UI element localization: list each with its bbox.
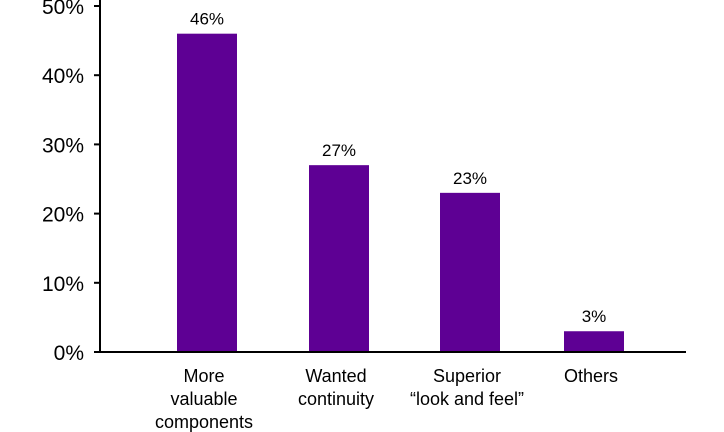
bar xyxy=(440,192,500,352)
data-label: 46% xyxy=(190,10,224,29)
bar xyxy=(177,33,237,353)
data-label: 23% xyxy=(453,169,487,188)
category-label: continuity xyxy=(298,389,374,409)
y-axis: 0% 10% 20% 30% 40% 50% xyxy=(42,0,101,365)
bars xyxy=(177,33,624,353)
data-label: 27% xyxy=(322,141,356,160)
data-label: 3% xyxy=(582,307,607,326)
x-axis: More valuable components Wanted continuity Su… xyxy=(100,351,686,432)
category-label: Wanted xyxy=(305,366,366,386)
bar xyxy=(309,165,369,352)
category-label: valuable xyxy=(170,389,237,409)
category-label: Superior xyxy=(433,366,501,386)
data-labels: 46% 27% 23% 3% xyxy=(190,10,606,327)
y-tick-label: 50% xyxy=(42,0,84,19)
y-tick-label: 40% xyxy=(42,65,84,88)
category-label: “look and feel” xyxy=(410,389,524,409)
bar xyxy=(564,331,624,352)
y-tick-label: 0% xyxy=(54,342,84,365)
category-label: Others xyxy=(564,366,618,386)
category-label: More xyxy=(183,366,224,386)
category-label: components xyxy=(155,412,253,432)
y-tick-label: 10% xyxy=(42,273,84,296)
y-tick-label: 30% xyxy=(42,134,84,157)
y-tick-label: 20% xyxy=(42,204,84,227)
